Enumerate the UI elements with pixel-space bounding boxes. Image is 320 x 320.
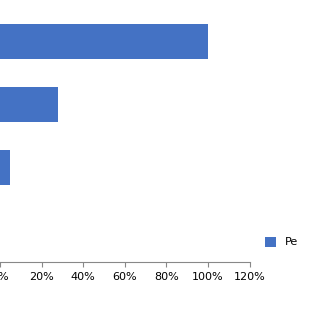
Bar (0, 87, 58, 122)
Bar (0, 24, 208, 59)
Bar (0, 150, 10, 185)
Legend: Pe: Pe (260, 232, 302, 252)
